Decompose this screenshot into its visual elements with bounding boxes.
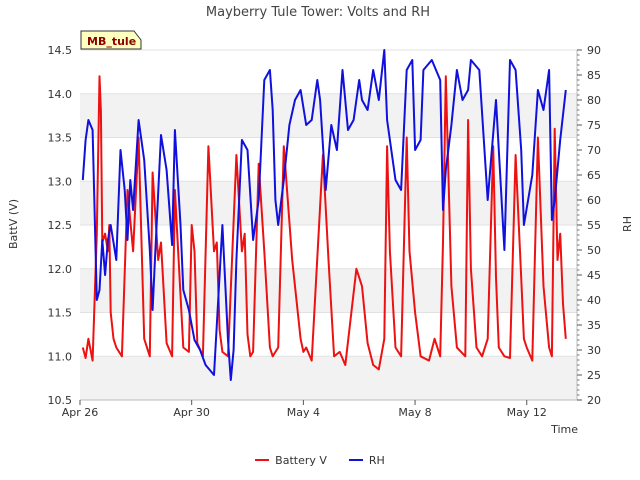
left-tick-label: 12.0 (48, 263, 73, 276)
left-axis-ticks: 10.5 11.0 11.5 12.0 12.5 13.0 13.5 14.0 14.5 (48, 44, 73, 407)
y2-axis-label: RH (621, 216, 634, 232)
right-tick-label: 20 (587, 394, 601, 407)
left-tick-label: 10.5 (48, 394, 73, 407)
right-tick-label: 75 (587, 119, 601, 132)
right-tick-label: 45 (587, 269, 601, 282)
legend-label-rh: RH (368, 453, 385, 467)
x-axis-label: Time (550, 423, 578, 436)
legend-swatch-rh (348, 459, 363, 461)
left-tick-label: 13.5 (48, 132, 73, 145)
right-tick-label: 60 (587, 194, 601, 207)
right-tick-label: 55 (587, 219, 601, 232)
right-tick-label: 90 (587, 44, 601, 57)
right-axis-ticks: 20 25 30 35 40 45 50 55 60 65 70 75 80 85 90 (577, 44, 601, 407)
x-tick-label: Apr 26 (62, 406, 99, 419)
left-tick-label: 12.5 (48, 219, 73, 232)
site-badge-box (80, 30, 142, 50)
x-tick-label: May 4 (287, 406, 320, 419)
left-tick-label: 14.0 (48, 88, 73, 101)
right-tick-label: 85 (587, 69, 601, 82)
x-tick-label: May 8 (398, 406, 431, 419)
legend-swatch-battery-v (255, 459, 270, 461)
legend: Battery V RH (0, 450, 640, 470)
rh-line (81, 49, 567, 381)
left-tick-label: 11.0 (48, 350, 73, 363)
right-tick-label: 80 (587, 94, 601, 107)
right-tick-label: 25 (587, 369, 601, 382)
right-tick-label: 40 (587, 294, 601, 307)
series-layer (81, 49, 567, 381)
plot-band (80, 93, 577, 138)
left-tick-label: 11.5 (48, 307, 73, 320)
legend-item-rh: RH (348, 453, 385, 467)
right-tick-label: 70 (587, 144, 601, 157)
right-tick-label: 30 (587, 344, 601, 357)
battery-v-line (81, 75, 567, 371)
site-badge: MB_tule (80, 30, 142, 50)
y-axis-label: BattV (V) (7, 199, 20, 249)
x-axis-ticks: Apr 26 Apr 30 May 4 May 8 May 12 (62, 400, 547, 419)
site-badge-text: MB_tule (87, 35, 136, 48)
plot-band (80, 356, 577, 400)
right-tick-label: 35 (587, 319, 601, 332)
legend-item-battery-v: Battery V (255, 454, 327, 467)
x-tick-label: Apr 30 (173, 406, 210, 419)
right-tick-label: 50 (587, 244, 601, 257)
left-tick-label: 13.0 (48, 175, 73, 188)
right-tick-label: 65 (587, 169, 601, 182)
chart-title: Mayberry Tule Tower: Volts and RH (206, 5, 430, 20)
legend-label-battery-v: Battery V (275, 453, 327, 467)
x-tick-label: May 12 (507, 406, 547, 419)
left-tick-label: 14.5 (48, 44, 73, 57)
